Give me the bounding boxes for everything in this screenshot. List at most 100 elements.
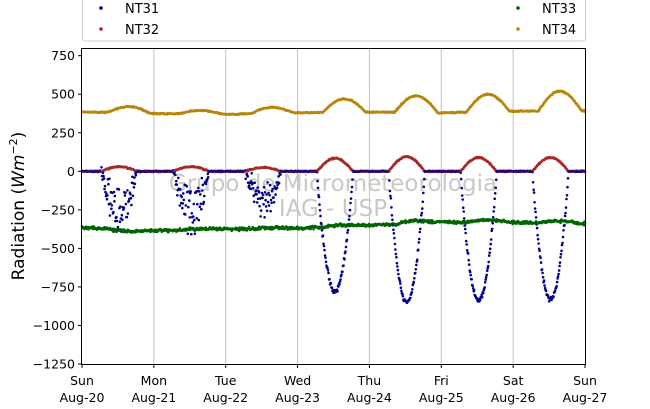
nt31-point	[421, 207, 424, 210]
nt31-point	[413, 277, 416, 280]
nt31-point	[459, 177, 463, 181]
y-tick-label: 750	[51, 48, 75, 63]
nt31-point	[253, 181, 256, 184]
nt31-point	[105, 197, 109, 201]
nt31-point	[488, 247, 492, 251]
nt31-point	[118, 220, 122, 223]
nt31-point	[266, 181, 269, 184]
nt31-point	[316, 179, 319, 183]
nt31-point	[395, 255, 398, 259]
nt31-point	[466, 252, 470, 255]
nt31-point	[561, 241, 564, 245]
nt31-point	[393, 236, 396, 240]
nt31-point	[262, 203, 265, 206]
nt31-point	[345, 238, 349, 242]
nt31-point	[267, 191, 270, 195]
y-tick-label: 250	[51, 125, 75, 140]
nt31-point	[536, 237, 540, 241]
nt31-point	[259, 215, 262, 218]
nt31-point	[492, 205, 496, 209]
nt31-point	[472, 288, 476, 292]
nt31-point	[193, 232, 197, 235]
nt31-point	[388, 179, 391, 182]
nt31-point	[410, 291, 414, 294]
nt31-point	[115, 215, 118, 219]
x-axis-ticks: Sun Aug-20 Mon Aug-21 Tue Aug-22 Wed Aug-23 Thu A…	[60, 364, 607, 405]
nt31-point	[206, 172, 210, 176]
nt31-point	[560, 249, 563, 253]
nt31-point	[264, 198, 267, 202]
nt31-point	[538, 249, 541, 252]
x-tick-date: Aug-21	[131, 390, 176, 405]
legend-box	[82, 0, 586, 42]
nt31-point	[560, 243, 564, 247]
nt31-point	[180, 195, 184, 199]
nt31-point	[397, 272, 400, 276]
x-tick-day: Wed	[284, 373, 311, 388]
nt31-point	[462, 217, 466, 220]
nt31-point	[258, 204, 261, 208]
legend-marker-nt31	[99, 6, 103, 10]
nt31-point	[388, 189, 392, 193]
nt31-point	[349, 197, 353, 200]
nt31-point	[399, 282, 402, 285]
nt31-point	[277, 181, 281, 185]
nt31-point	[340, 273, 343, 276]
nt31-point	[200, 207, 203, 211]
nt31-point	[177, 176, 180, 180]
nt31-point	[244, 177, 247, 181]
nt31-point	[175, 183, 179, 186]
nt31-point	[396, 265, 399, 268]
nt31-point	[422, 185, 426, 189]
nt31-point	[261, 193, 265, 197]
legend-marker-nt33	[516, 6, 520, 10]
nt31-point	[420, 211, 424, 215]
nt31-point	[321, 234, 325, 237]
nt31-point	[491, 221, 495, 225]
nt31-point	[107, 182, 110, 186]
nt31-point	[465, 243, 469, 246]
nt31-point	[110, 204, 114, 207]
nt31-point	[266, 200, 270, 204]
nt31-point	[341, 270, 344, 274]
nt31-point	[121, 218, 124, 221]
legend-marker-nt32	[99, 27, 103, 31]
nt31-point	[338, 282, 341, 286]
x-tick-date: Aug-24	[347, 390, 392, 405]
nt31-point	[558, 264, 561, 268]
nt31-point	[103, 187, 106, 191]
nt31-point	[565, 194, 569, 197]
nt31-point	[389, 194, 392, 198]
nt31-point	[536, 233, 539, 237]
nt31-point	[201, 189, 204, 192]
nt31-point	[330, 286, 334, 290]
nt31-point	[182, 198, 186, 202]
nt31-point	[190, 212, 194, 215]
nt31-point	[272, 201, 276, 204]
nt31-point	[108, 214, 112, 217]
nt31-point	[537, 242, 540, 245]
nt31-point	[116, 225, 120, 229]
nt31-point	[349, 201, 352, 205]
y-tick-label: 500	[51, 87, 75, 102]
nt31-point	[562, 229, 565, 232]
x-tick-date: Aug-20	[60, 390, 105, 405]
nt31-point	[467, 263, 471, 266]
nt31-point	[423, 177, 426, 181]
nt31-point	[199, 193, 202, 196]
nt31-point	[469, 273, 473, 277]
nt31-point	[102, 174, 105, 178]
nt31-point	[184, 204, 188, 207]
nt31-point	[246, 181, 250, 184]
nt31-point	[196, 202, 199, 206]
nt31-point	[351, 178, 354, 181]
nt31-point	[464, 231, 468, 235]
watermark: Grupo de Micrometeorologia IAG - USP	[169, 171, 497, 222]
nt31-point	[559, 252, 563, 256]
nt31-point	[556, 277, 559, 280]
nt31-point	[113, 200, 116, 203]
nt31-point	[401, 292, 404, 296]
nt31-point	[470, 278, 474, 281]
nt31-point	[463, 227, 467, 231]
nt31-point	[123, 194, 127, 197]
